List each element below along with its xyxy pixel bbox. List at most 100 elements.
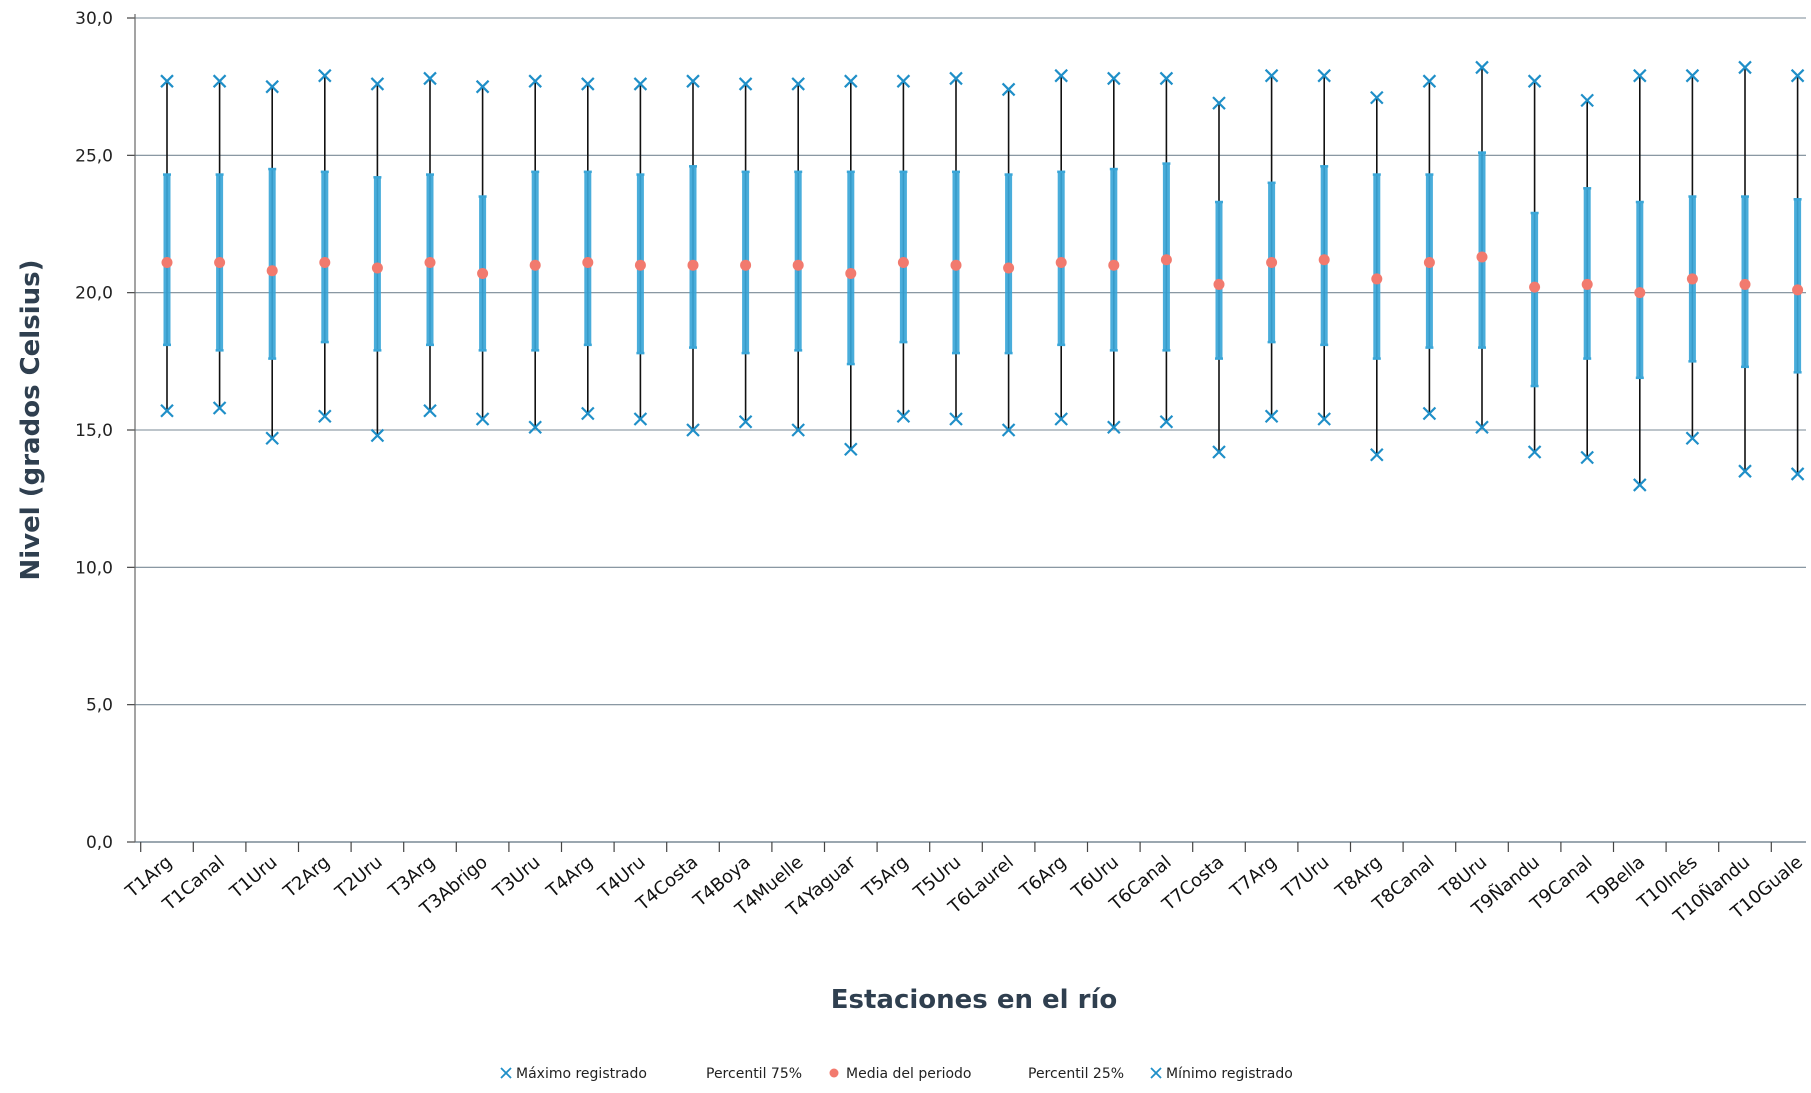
min-marker <box>581 406 595 421</box>
max-marker-stroke <box>1580 93 1594 108</box>
min-marker-stroke <box>1264 409 1279 424</box>
mean-marker <box>424 256 436 268</box>
percentile-bar <box>1531 213 1539 387</box>
min-marker-stroke <box>1527 445 1542 459</box>
min-marker <box>738 414 753 429</box>
mean-marker <box>1792 284 1804 296</box>
max-marker <box>1054 68 1068 83</box>
mean-marker <box>792 259 804 271</box>
min-marker <box>1633 478 1647 492</box>
min-marker-stroke <box>581 406 595 421</box>
min-marker <box>370 428 385 443</box>
legend-marker-cross <box>500 1067 512 1079</box>
legend-label: Máximo registrado <box>516 1066 647 1082</box>
max-marker <box>1264 68 1279 83</box>
min-marker <box>1054 412 1068 426</box>
y-tick-label: 15,0 <box>75 421 113 441</box>
max-marker <box>1527 74 1542 88</box>
min-marker-stroke <box>370 428 385 443</box>
min-marker-stroke <box>1317 412 1331 426</box>
mean-marker <box>1003 262 1015 274</box>
mean-marker <box>214 256 226 268</box>
max-marker-stroke <box>949 71 963 86</box>
max-marker-stroke <box>686 74 700 88</box>
min-marker-stroke <box>738 414 753 429</box>
min-marker <box>1422 406 1437 421</box>
max-marker-stroke <box>633 77 648 91</box>
max-marker <box>1580 93 1594 108</box>
mean-marker <box>897 256 909 268</box>
min-marker-stroke <box>1054 412 1068 426</box>
max-marker <box>1685 68 1700 83</box>
percentile-bar <box>1373 174 1381 359</box>
min-marker <box>1580 450 1594 465</box>
min-marker <box>1370 447 1384 462</box>
max-marker-stroke <box>318 68 332 83</box>
max-marker-stroke <box>1790 68 1805 83</box>
max-marker <box>1001 82 1016 97</box>
max-marker-stroke <box>1159 71 1174 86</box>
min-marker <box>1317 412 1331 426</box>
min-marker-stroke <box>1212 445 1226 459</box>
min-marker <box>423 403 437 418</box>
min-marker <box>1738 464 1752 478</box>
max-marker <box>633 77 648 91</box>
mean-marker <box>1213 278 1225 290</box>
min-marker-stroke <box>1001 423 1016 437</box>
min-marker <box>475 412 490 426</box>
percentile-bar <box>268 169 276 359</box>
min-marker <box>633 412 648 426</box>
max-marker-stroke <box>265 79 279 94</box>
min-marker <box>844 442 858 457</box>
max-marker-stroke <box>1685 68 1700 83</box>
x-tick-label: T2Arg <box>279 852 334 903</box>
max-marker-stroke <box>1370 90 1384 105</box>
min-marker <box>1212 445 1226 459</box>
percentile-bar <box>1583 188 1591 359</box>
legend-label: Percentil 25% <box>1028 1066 1124 1082</box>
mean-marker <box>1739 278 1751 290</box>
mean-marker <box>1266 256 1278 268</box>
min-marker <box>1159 414 1174 429</box>
min-marker-stroke <box>212 401 227 415</box>
max-marker <box>265 79 279 94</box>
mean-marker <box>161 256 173 268</box>
max-marker <box>160 74 174 88</box>
legend: Máximo registrado Percentil 75% Media del … <box>500 1066 1293 1082</box>
y-axis: 0,0 5,0 10,0 15,0 20,0 25,0 30,0 <box>75 9 136 853</box>
max-marker-stroke <box>423 71 437 86</box>
min-marker <box>791 423 805 437</box>
mean-marker <box>1581 278 1593 290</box>
min-marker <box>212 401 227 415</box>
y-tick-label: 10,0 <box>75 558 113 578</box>
min-marker-stroke <box>1738 464 1752 478</box>
y-axis-title: Nivel (grados Celsius) <box>16 260 46 581</box>
legend-marker-dot <box>829 1068 839 1078</box>
y-tick-label: 20,0 <box>75 284 113 304</box>
min-marker-stroke <box>1633 478 1647 492</box>
min-marker <box>686 423 700 437</box>
max-marker-stroke <box>1422 74 1437 88</box>
mean-marker <box>266 265 278 277</box>
max-marker-stroke <box>1054 68 1068 83</box>
max-marker-stroke <box>1001 82 1016 97</box>
min-marker-stroke <box>1107 420 1121 435</box>
min-marker <box>318 409 332 424</box>
mean-marker <box>1371 273 1383 285</box>
min-marker-stroke <box>528 420 542 435</box>
mean-marker <box>319 256 331 268</box>
max-marker <box>738 77 753 91</box>
legend-marker-cross <box>1150 1067 1162 1079</box>
max-marker <box>1107 71 1121 86</box>
min-marker <box>1475 420 1489 435</box>
mean-marker <box>371 262 383 274</box>
min-marker <box>528 420 542 435</box>
max-marker-stroke <box>1317 68 1331 83</box>
max-marker <box>686 74 700 88</box>
max-marker <box>370 77 385 91</box>
mean-marker <box>1686 273 1698 285</box>
mean-marker <box>1160 254 1172 266</box>
legend-label: Mínimo registrado <box>1166 1066 1293 1082</box>
mean-marker <box>845 267 857 279</box>
